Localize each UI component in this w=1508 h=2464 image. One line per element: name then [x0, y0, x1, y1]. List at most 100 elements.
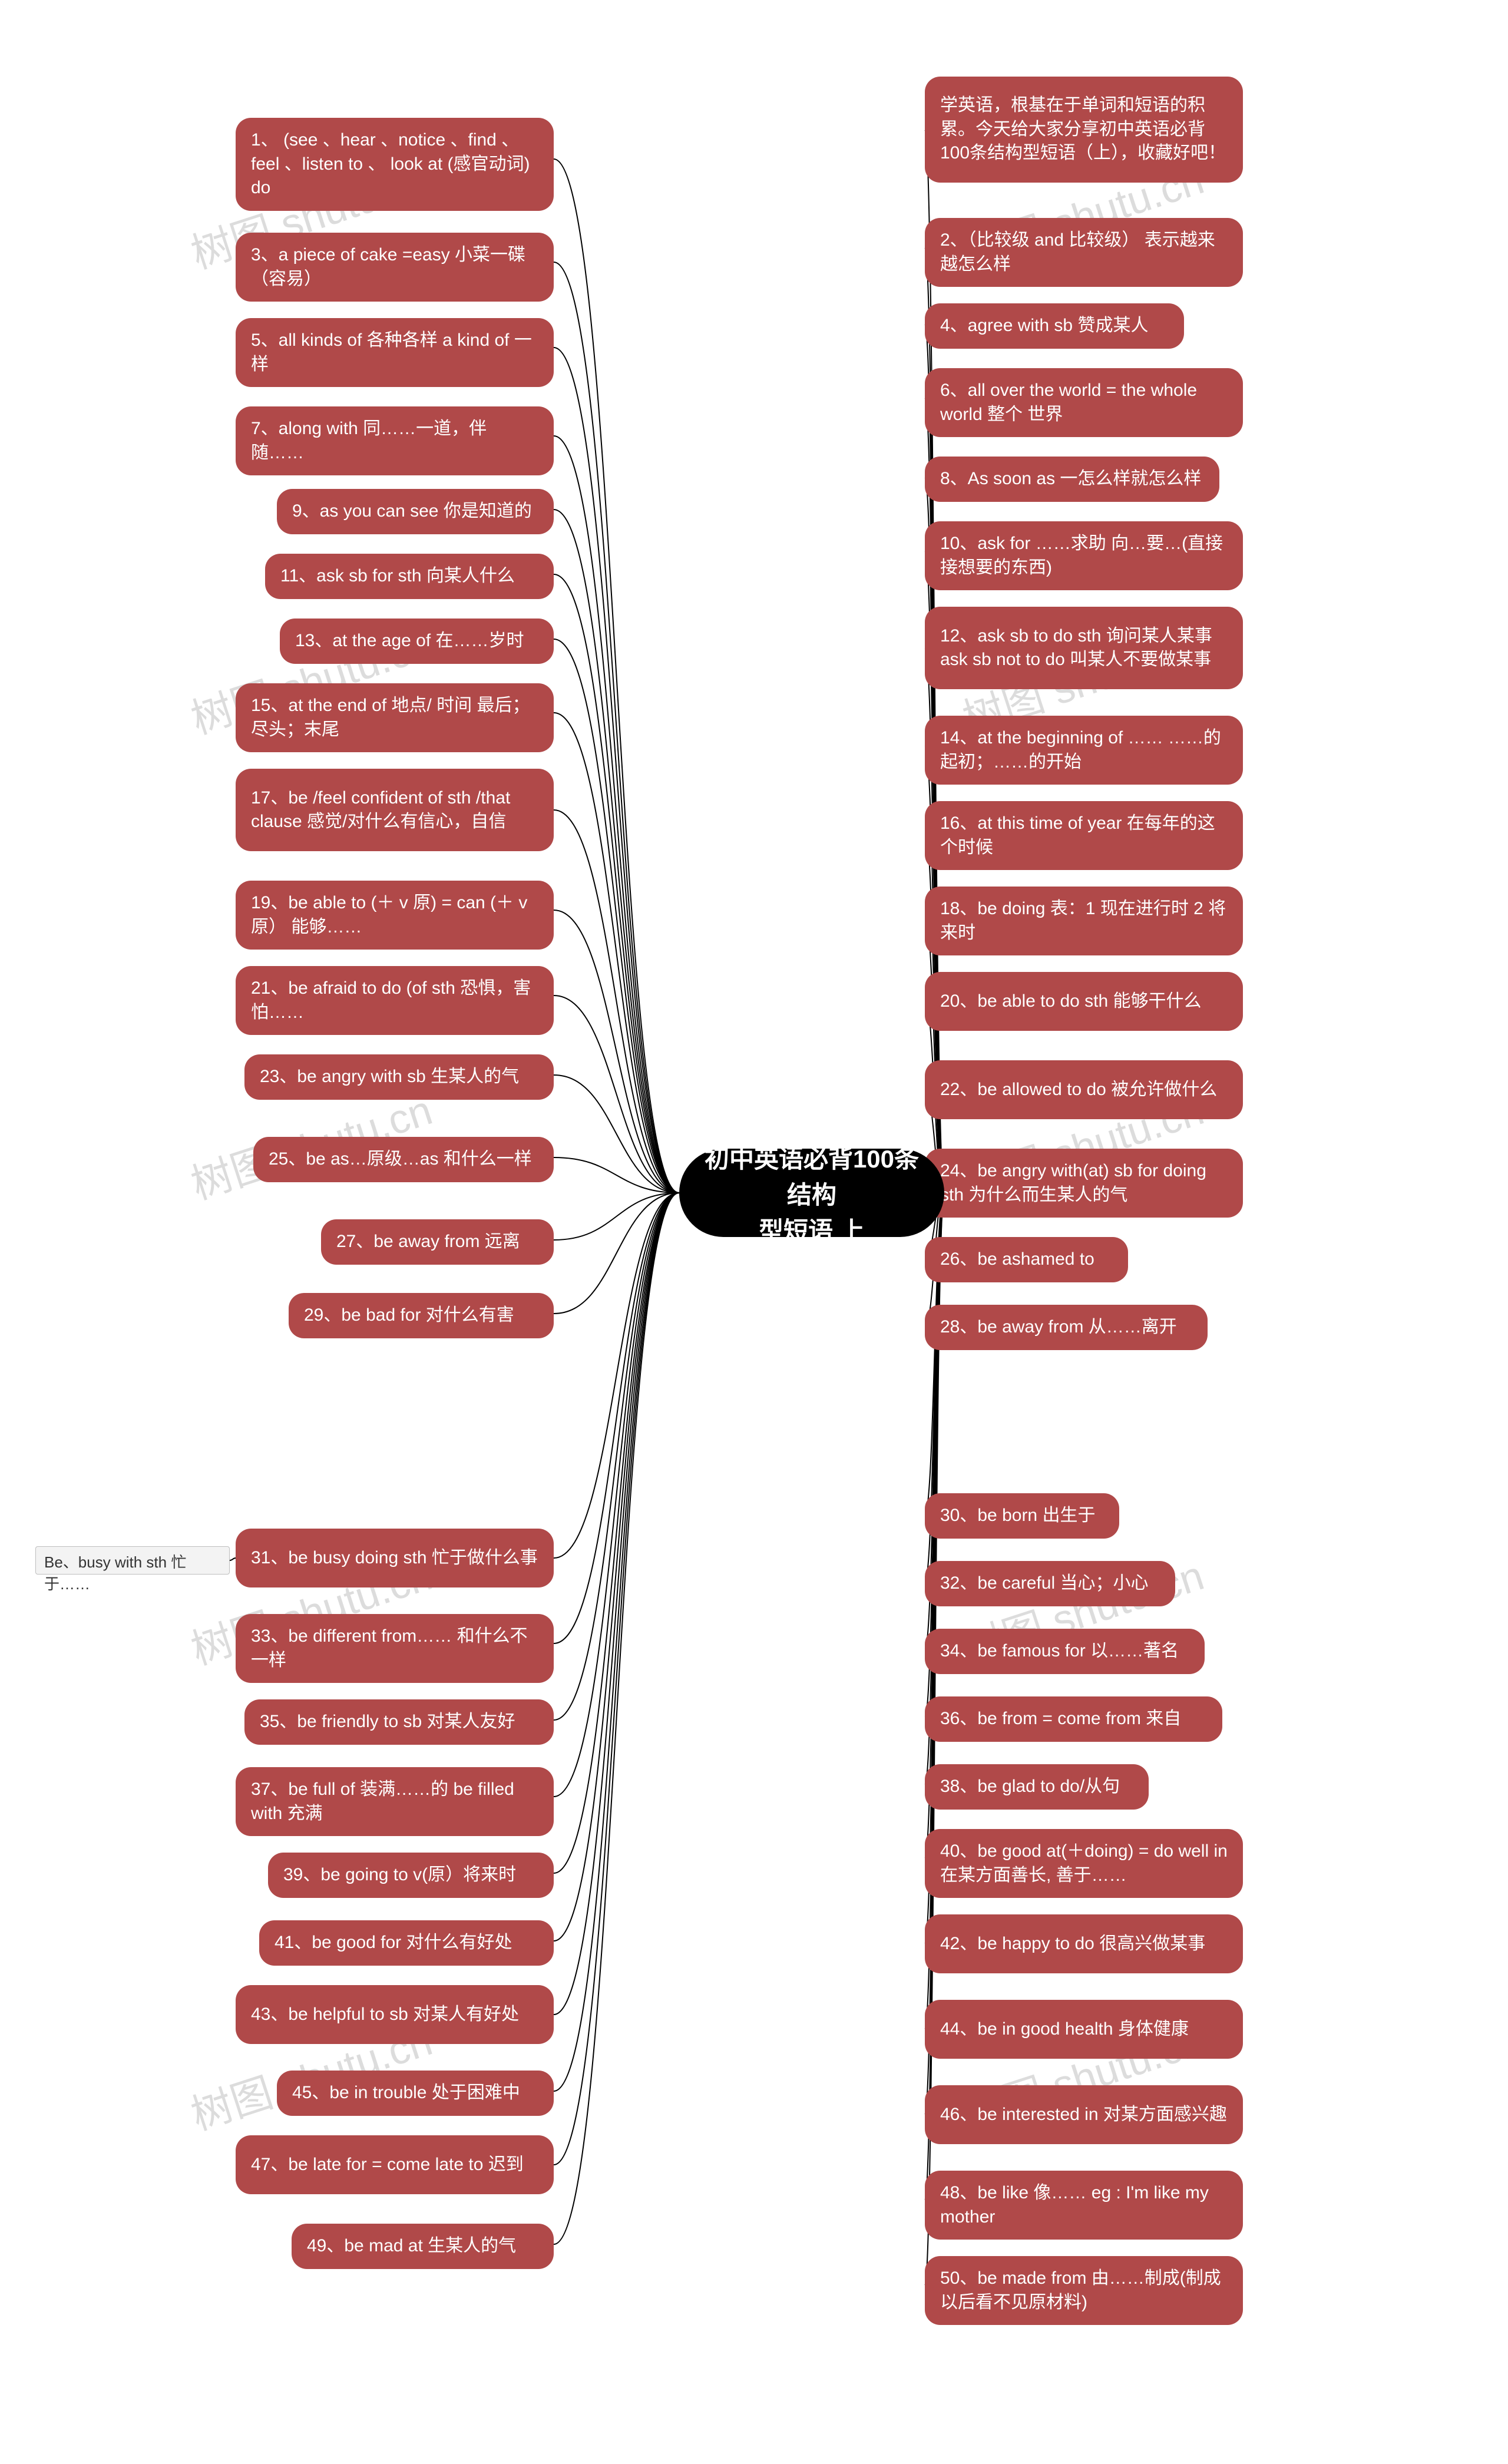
edge	[554, 1193, 679, 1314]
mindmap-node[interactable]: 15、at the end of 地点/ 时间 最后；尽头；末尾	[236, 683, 554, 752]
mindmap-node[interactable]: 32、be careful 当心；小心	[925, 1561, 1175, 1606]
edge	[554, 995, 679, 1193]
mindmap-node[interactable]: 49、be mad at 生某人的气	[292, 2224, 554, 2269]
mindmap-node[interactable]: 13、at the age of 在……岁时	[280, 619, 554, 664]
mindmap-node[interactable]: 23、be angry with sb 生某人的气	[244, 1054, 554, 1100]
mindmap-node[interactable]: 35、be friendly to sb 对某人友好	[244, 1699, 554, 1745]
mindmap-node[interactable]: 50、be made from 由……制成(制成以后看不见原材料)	[925, 2256, 1243, 2325]
mindmap-node-label: 31、be busy doing sth 忙于做什么事	[251, 1546, 538, 1570]
mindmap-node[interactable]: 19、be able to (＋ v 原) = can (＋ v 原） 能够……	[236, 881, 554, 950]
mindmap-node-label: 43、be helpful to sb 对某人有好处	[251, 2003, 519, 2027]
edge	[554, 436, 679, 1193]
mindmap-node[interactable]: 8、As soon as 一怎么样就怎么样	[925, 457, 1219, 502]
edge	[554, 1193, 679, 1941]
mindmap-node-label: 2、（比较级 and 比较级） 表示越来越怎么样	[940, 229, 1228, 276]
mindmap-node[interactable]: 38、be glad to do/从句	[925, 1764, 1149, 1810]
mindmap-node[interactable]: 3、a piece of cake =easy 小菜一碟（容易）	[236, 233, 554, 302]
mindmap-node-label: 44、be in good health 身体健康	[940, 2017, 1189, 2042]
mindmap-node[interactable]: 48、be like 像…… eg : I'm like my mother	[925, 2171, 1243, 2240]
mindmap-node[interactable]: 24、be angry with(at) sb for doing sth 为什…	[925, 1149, 1243, 1218]
edge	[554, 1193, 679, 1720]
edge	[554, 1193, 679, 2015]
mindmap-node-label: 13、at the age of 在……岁时	[295, 629, 524, 653]
mindmap-node[interactable]: 47、be late for = come late to 迟到	[236, 2135, 554, 2194]
mindmap-node-label: 42、be happy to do 很高兴做某事	[940, 1932, 1205, 1956]
mindmap-node[interactable]: 30、be born 出生于	[925, 1493, 1119, 1539]
mindmap-node-label: 8、As soon as 一怎么样就怎么样	[940, 467, 1201, 491]
mindmap-node[interactable]: 45、be in trouble 处于困难中	[277, 2071, 554, 2116]
mindmap-node[interactable]: 10、ask for ……求助 向…要…(直接接想要的东西)	[925, 521, 1243, 590]
edge	[554, 1193, 679, 1797]
mindmap-node[interactable]: 20、be able to do sth 能够干什么	[925, 972, 1243, 1031]
mindmap-node-label: 46、be interested in 对某方面感兴趣	[940, 2103, 1227, 2127]
mindmap-node[interactable]: 11、ask sb for sth 向某人什么	[265, 554, 554, 599]
edge	[554, 1193, 679, 1873]
mindmap-node[interactable]: 37、be full of 装满……的 be filled with 充满	[236, 1767, 554, 1836]
edge	[554, 348, 679, 1193]
mindmap-node[interactable]: 学英语，根基在于单词和短语的积累。今天给大家分享初中英语必背100条结构型短语（…	[925, 77, 1243, 183]
mindmap-node[interactable]: 44、be in good health 身体健康	[925, 2000, 1243, 2059]
mindmap-node-label: 28、be away from 从……离开	[940, 1315, 1177, 1340]
mindmap-node[interactable]: 9、as you can see 你是知道的	[277, 489, 554, 534]
mindmap-node[interactable]: 21、be afraid to do (of sth 恐惧，害怕……	[236, 966, 554, 1035]
mindmap-node-label: 20、be able to do sth 能够干什么	[940, 990, 1202, 1014]
mindmap-node-label: 9、as you can see 你是知道的	[292, 500, 532, 524]
mindmap-node[interactable]: 7、along with 同……一道，伴随……	[236, 406, 554, 475]
mindmap-node[interactable]: 43、be helpful to sb 对某人有好处	[236, 1985, 554, 2044]
mindmap-node[interactable]: 12、ask sb to do sth 询问某人某事 ask sb not to…	[925, 607, 1243, 689]
mindmap-node[interactable]: 22、be allowed to do 被允许做什么	[925, 1060, 1243, 1119]
mindmap-node-label: 49、be mad at 生某人的气	[307, 2234, 516, 2258]
mindmap-node[interactable]: 5、all kinds of 各种各样 a kind of 一样	[236, 318, 554, 387]
mindmap-node[interactable]: 28、be away from 从……离开	[925, 1305, 1208, 1350]
mindmap-node[interactable]: 25、be as…原级…as 和什么一样	[253, 1137, 554, 1182]
edge	[554, 159, 679, 1193]
edge	[554, 1193, 679, 2244]
mindmap-node[interactable]: 4、agree with sb 赞成某人	[925, 303, 1184, 349]
mindmap-node-label: 5、all kinds of 各种各样 a kind of 一样	[251, 329, 538, 376]
sub-node[interactable]: Be、busy with sth 忙于……	[35, 1546, 230, 1575]
mindmap-node-label: 7、along with 同……一道，伴随……	[251, 417, 538, 465]
mindmap-node[interactable]: 41、be good for 对什么有好处	[259, 1920, 554, 1966]
mindmap-node[interactable]: 34、be famous for 以……著名	[925, 1629, 1205, 1674]
mindmap-node-label: 10、ask for ……求助 向…要…(直接接想要的东西)	[940, 532, 1228, 580]
mindmap-node[interactable]: 29、be bad for 对什么有害	[289, 1293, 554, 1338]
mindmap-node[interactable]: 17、be /feel confident of sth /that claus…	[236, 769, 554, 851]
mindmap-node[interactable]: 42、be happy to do 很高兴做某事	[925, 1914, 1243, 1973]
edge	[554, 574, 679, 1193]
mindmap-node-label: 11、ask sb for sth 向某人什么	[280, 564, 515, 588]
edge	[554, 1193, 679, 2165]
mindmap-node[interactable]: 2、（比较级 and 比较级） 表示越来越怎么样	[925, 218, 1243, 287]
mindmap-node-label: 33、be different from…… 和什么不一样	[251, 1625, 538, 1672]
mindmap-node[interactable]: 18、be doing 表：1 现在进行时 2 将来时	[925, 887, 1243, 955]
edge	[554, 810, 679, 1193]
edge	[554, 713, 679, 1193]
center-node[interactable]: 初中英语必背100条结构型短语 上	[679, 1149, 944, 1237]
mindmap-node[interactable]: 39、be going to v(原）将来时	[268, 1853, 554, 1898]
mindmap-node-label: 47、be late for = come late to 迟到	[251, 2153, 524, 2177]
mindmap-node[interactable]: 16、at this time of year 在每年的这个时候	[925, 801, 1243, 870]
mindmap-node-label: 35、be friendly to sb 对某人友好	[260, 1710, 515, 1734]
mindmap-node[interactable]: 46、be interested in 对某方面感兴趣	[925, 2085, 1243, 2144]
mindmap-node-label: 40、be good at(＋doing) = do well in 在某方面善…	[940, 1840, 1228, 1887]
mindmap-node-label: 12、ask sb to do sth 询问某人某事 ask sb not to…	[940, 624, 1228, 672]
mindmap-node[interactable]: 36、be from = come from 来自	[925, 1696, 1222, 1742]
mindmap-node[interactable]: 31、be busy doing sth 忙于做什么事	[236, 1529, 554, 1587]
mindmap-node-label: 39、be going to v(原）将来时	[283, 1863, 516, 1887]
mindmap-node-label: 32、be careful 当心；小心	[940, 1572, 1148, 1596]
mindmap-node[interactable]: 6、all over the world = the whole world 整…	[925, 368, 1243, 437]
mindmap-node-label: 41、be good for 对什么有好处	[275, 1931, 512, 1955]
edge	[554, 1193, 679, 2091]
sub-node-label: Be、busy with sth 忙于……	[44, 1553, 186, 1593]
mindmap-node[interactable]: 27、be away from 远离	[321, 1219, 554, 1265]
mindmap-node[interactable]: 14、at the beginning of …… ……的起初；……的开始	[925, 716, 1243, 785]
mindmap-node[interactable]: 1、 (see 、hear 、notice 、find 、feel 、liste…	[236, 118, 554, 211]
mindmap-node[interactable]: 33、be different from…… 和什么不一样	[236, 1614, 554, 1683]
mindmap-node-label: 22、be allowed to do 被允许做什么	[940, 1078, 1217, 1102]
mindmap-node-label: 24、be angry with(at) sb for doing sth 为什…	[940, 1159, 1228, 1207]
mindmap-node-label: 23、be angry with sb 生某人的气	[260, 1065, 519, 1089]
mindmap-node-label: 4、agree with sb 赞成某人	[940, 314, 1148, 338]
mindmap-node-label: 45、be in trouble 处于困难中	[292, 2081, 520, 2105]
edge	[554, 1193, 679, 1643]
mindmap-node[interactable]: 40、be good at(＋doing) = do well in 在某方面善…	[925, 1829, 1243, 1898]
mindmap-node[interactable]: 26、be ashamed to	[925, 1237, 1128, 1282]
